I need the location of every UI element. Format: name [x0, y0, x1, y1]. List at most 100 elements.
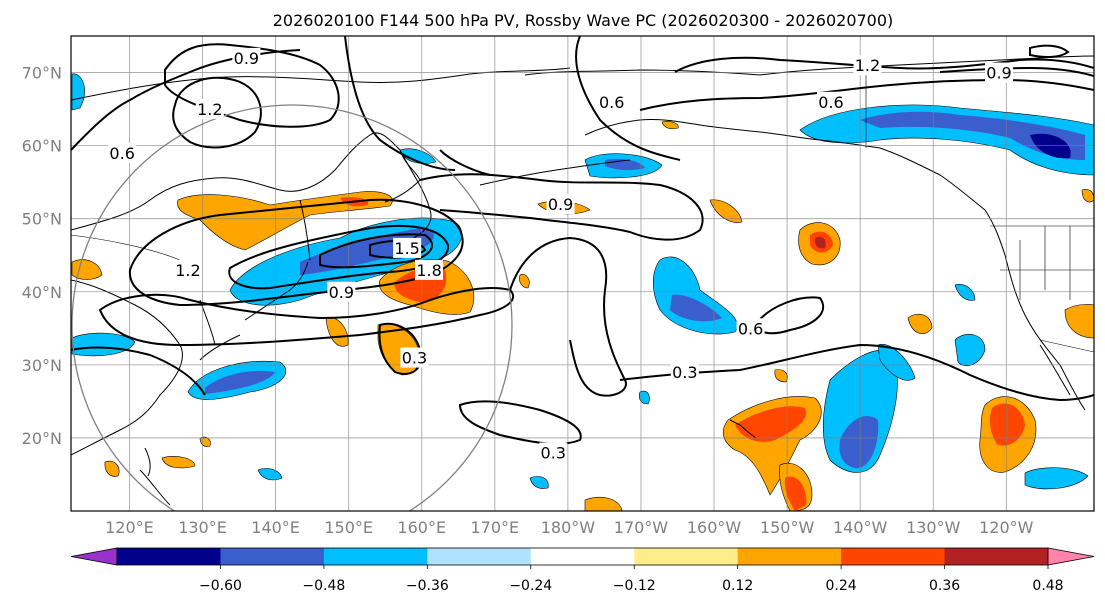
contour-label: 1.2: [197, 100, 222, 119]
colorbar-tick-label: −0.60: [199, 578, 242, 594]
lat-label: 20°N: [22, 429, 62, 448]
negative-anomaly-gulf-alaska-core: [860, 111, 1085, 160]
coastline-canada-west: [879, 147, 1006, 256]
lon-label: 120°W: [979, 518, 1034, 537]
positive-anomaly-gulf: [661, 121, 679, 130]
negative-anomaly-sub-2: [529, 476, 549, 489]
colorbar-segment: [634, 548, 739, 565]
positive-anomaly-far-east: [1064, 304, 1094, 339]
colorbar-segment: [530, 548, 635, 565]
lon-label: 120°E: [105, 518, 154, 537]
colorbar-segment: [117, 548, 221, 565]
contour-0.3-south: [378, 322, 422, 375]
colorbar-segment: [944, 548, 1049, 565]
contour-label-bg: [546, 194, 575, 215]
contour-0.3-small: [458, 400, 582, 445]
contour-label: 0.6: [109, 144, 134, 163]
contour-label: 1.5: [394, 239, 419, 258]
contour-label: 0.9: [986, 64, 1011, 83]
contour-0.6-north-east: [639, 78, 1094, 111]
negative-anomaly-california: [954, 284, 976, 301]
contour-label: 1.2: [175, 261, 200, 280]
contour-label-bg: [327, 281, 356, 302]
lon-label: 160°W: [687, 518, 742, 537]
contour-label-bg: [736, 318, 765, 339]
colorbar-segment: [323, 548, 428, 565]
colorbar-tick-label: −0.12: [613, 578, 656, 594]
colorbar-segment: [220, 548, 325, 565]
lat-label: 30°N: [22, 356, 62, 375]
lat-label: 60°N: [22, 137, 62, 156]
positive-anomaly-small-2: [161, 456, 196, 469]
colorbar-tick-label: 0.48: [1032, 578, 1063, 594]
contour-0.9-north-east: [939, 66, 1094, 77]
colorbar-segment: [427, 548, 532, 565]
contour-label: 0.9: [548, 195, 573, 214]
colorbar-tick-label: −0.48: [302, 578, 345, 594]
contour-label-bg: [985, 62, 1014, 83]
figure-title: 2026020100 F144 500 hPa PV, Rossby Wave …: [273, 11, 894, 30]
positive-anomaly-small-6: [774, 369, 788, 383]
border-china-russia: [71, 234, 181, 261]
contour-label-bg: [108, 142, 137, 163]
lon-label: 170°E: [470, 518, 519, 537]
map-area: 0.9 1.2 0.6 0.6 1.2 0.9 0.6 0.9 1.2 1.5 1.8 0.9 0.3 0…: [71, 36, 1094, 511]
contour-label-bg: [195, 99, 224, 120]
negative-anomaly-central-core: [670, 294, 722, 322]
lon-label: 130°E: [178, 518, 227, 537]
lon-label: 140°W: [833, 518, 888, 537]
contour-0.9-ne-small: [1029, 44, 1070, 58]
map-frame: [70, 35, 1095, 512]
lat-label: 40°N: [22, 283, 62, 302]
coastline-aleutians: [479, 159, 631, 186]
coastline-taiwan: [144, 447, 151, 477]
positive-anomaly-small-3: [104, 460, 120, 477]
contour-label: 0.3: [672, 363, 697, 382]
lat-label: 70°N: [22, 64, 62, 83]
colorbar-tick-label: 0.24: [826, 578, 857, 594]
lon-label: 180°W: [541, 518, 596, 537]
contour-label: 0.9: [329, 283, 354, 302]
contour-1.2-north: [172, 76, 262, 149]
contour-label-bg: [400, 347, 429, 368]
positive-anomaly-west-2: [325, 317, 349, 347]
contour-0.6-north-mid-2: [575, 36, 681, 161]
contour-0.3-long: [619, 343, 1094, 402]
coastline-us-west: [1004, 254, 1086, 411]
colorbar-tick-label: 0.12: [722, 578, 753, 594]
contour-1.8-main: [319, 233, 433, 269]
contour-label: 0.6: [738, 319, 763, 338]
coastline-sakhalin: [299, 199, 311, 261]
contour-0.6-west-south: [71, 346, 206, 396]
contour-label-bg: [539, 442, 568, 463]
longitude-labels: 120°E 130°E 140°E 150°E 160°E 170°E 180°W 170°W…: [105, 518, 1034, 537]
contour-label-bg: [232, 47, 261, 68]
lon-label: 150°W: [760, 518, 815, 537]
colorbar-segment: [737, 548, 842, 565]
colorbar-tick-labels: −0.60 −0.48 −0.36 −0.24 −0.12 0.12 0.24 0.36 0.4…: [199, 565, 1064, 594]
contour-label-bg: [816, 91, 845, 112]
coastline-hawaii: [729, 419, 757, 439]
contour-1.5-main: [228, 224, 450, 290]
positive-anomaly-okhotsk: [177, 191, 393, 251]
contour-label: 0.6: [818, 93, 843, 112]
latitude-labels: 70°N 60°N 50°N 40°N 30°N 20°N: [22, 64, 62, 448]
colorbar-frame: [116, 547, 1049, 566]
pv-anomaly-shading: [71, 73, 1094, 511]
positive-anomaly-hawaii-lower-core: [784, 476, 807, 511]
colorbar-tick-label: −0.24: [509, 578, 552, 594]
positive-anomaly-small-1: [907, 313, 933, 335]
colorbar-tick-label: 0.36: [929, 578, 960, 594]
positive-anomaly-small-5: [519, 274, 530, 289]
lon-label: 160°E: [397, 518, 446, 537]
coastline-baja: [1039, 344, 1071, 396]
lon-label: 140°E: [251, 518, 300, 537]
coastline-philippines: [139, 469, 171, 506]
contour-1.2-north-east: [674, 56, 1094, 73]
country-borders: [71, 70, 1094, 353]
positive-anomaly-west-japan: [71, 259, 103, 280]
lon-label: 150°E: [324, 518, 373, 537]
negative-anomaly-mexico: [1024, 467, 1089, 490]
border-us-mexico: [1039, 339, 1094, 353]
lon-label: 170°W: [614, 518, 669, 537]
